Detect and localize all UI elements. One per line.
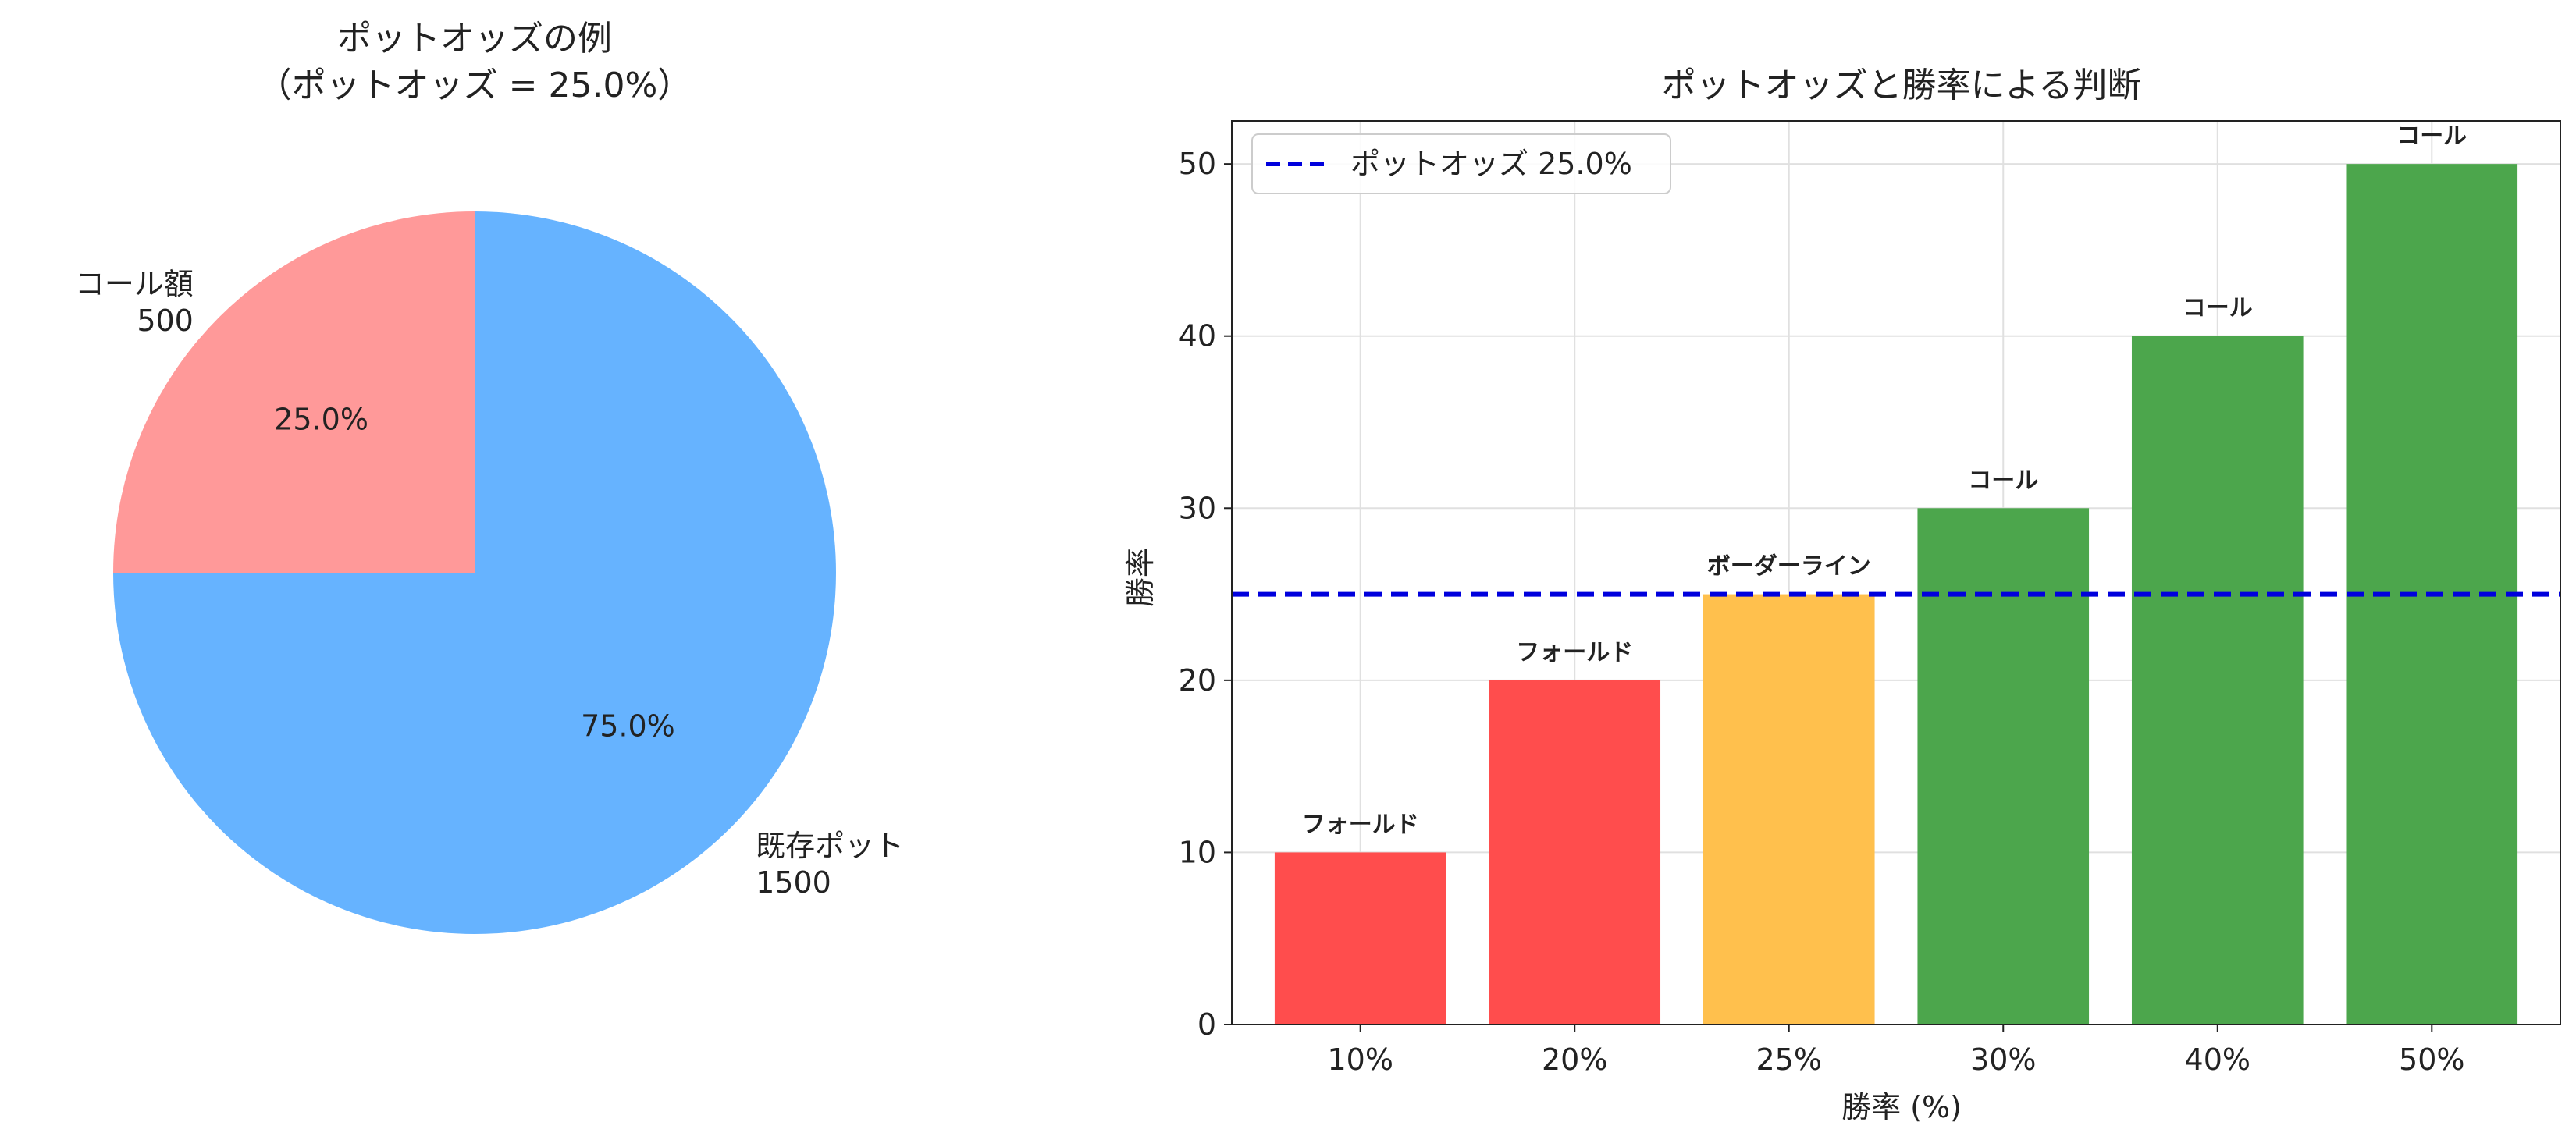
x-axis-label: 勝率 (%) (1841, 1090, 1962, 1124)
x-tick-label: 25% (1756, 1042, 1822, 1077)
bar (1274, 852, 1446, 1024)
y-tick-label: 50 (1179, 147, 1216, 181)
y-tick-label: 10 (1179, 835, 1216, 869)
pie-slice-name-label: コール額 (75, 267, 194, 301)
bar (1489, 680, 1661, 1024)
legend: ポットオッズ 25.0% (1251, 133, 1671, 194)
plot-frame (1231, 120, 2561, 1025)
y-tick-label: 20 (1179, 663, 1216, 698)
y-tick-label: 40 (1179, 319, 1216, 353)
x-tick-label: 20% (1542, 1042, 1607, 1077)
legend-entry-label: ポットオッズ 25.0% (1350, 147, 1632, 181)
bar-decision-label: コール (1968, 467, 2038, 494)
bar-chart: ポットオッズと勝率による判断 フォールドフォールドボーダーラインコールコールコー… (1123, 66, 2561, 1124)
bar-chart-title: ポットオッズと勝率による判断 (1662, 66, 2142, 105)
y-axis-label: 勝率 (1123, 548, 1158, 607)
x-tick-label: 10% (1327, 1042, 1393, 1077)
pie-slice (113, 211, 836, 934)
legend-box (1251, 133, 1671, 194)
pie-slice (113, 211, 475, 573)
bar (1917, 508, 2090, 1024)
bar-decision-label: フォールド (1302, 811, 1419, 838)
y-axis-ticks: 0 10 20 30 40 50 (1179, 147, 1232, 1042)
pie-slice-percent-label: 75.0% (581, 708, 675, 743)
pie-slice-name-label: 既存ポット (756, 829, 904, 863)
pie-chart-title: ポットオッズの例 (337, 19, 612, 59)
bar-decision-label: コール (2183, 295, 2253, 322)
pie-slices (113, 211, 836, 934)
x-tick-label: 40% (2185, 1042, 2250, 1077)
x-axis-ticks: 10% 20% 25% 30% 40% 50% (1327, 1024, 2465, 1077)
pie-slice-percent-label: 25.0% (274, 403, 368, 437)
pie-slice-value-label: 500 (137, 304, 194, 338)
x-tick-label: 30% (1970, 1042, 2036, 1077)
bar-decision-label: コール (2396, 123, 2467, 150)
y-tick-label: 0 (1197, 1007, 1216, 1042)
x-tick-label: 50% (2399, 1042, 2464, 1077)
y-tick-label: 30 (1179, 491, 1216, 525)
bar (1703, 594, 1875, 1024)
pie-slice-value-label: 1500 (756, 865, 831, 900)
pie-chart-subtitle: （ポットオッズ = 25.0%） (258, 66, 692, 105)
bar (2131, 336, 2304, 1024)
bar-decision-label: ボーダーライン (1707, 553, 1871, 581)
bar-decision-label: フォールド (1516, 639, 1633, 666)
